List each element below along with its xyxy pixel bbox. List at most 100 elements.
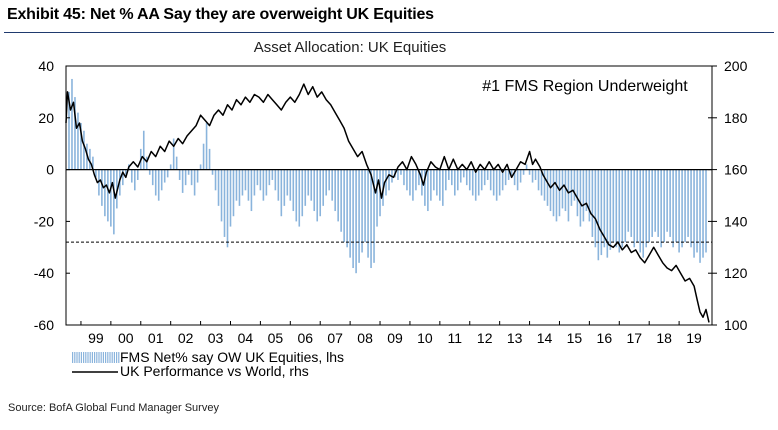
- bar: [582, 169, 585, 222]
- bar: [465, 169, 468, 186]
- bar: [280, 169, 283, 217]
- bar: [690, 169, 692, 248]
- bar: [459, 169, 462, 183]
- bar: [522, 169, 525, 175]
- bar: [74, 97, 76, 170]
- bar: [110, 169, 112, 227]
- bar: [537, 169, 540, 191]
- bar: [486, 169, 489, 180]
- bar: [253, 169, 256, 196]
- bar: [636, 169, 639, 243]
- bar: [696, 169, 698, 253]
- bar: [68, 91, 70, 170]
- bar: [166, 169, 169, 178]
- bar: [304, 169, 307, 206]
- right-tick-label: 180: [724, 110, 748, 126]
- bar: [531, 169, 534, 183]
- x-tick-label: 17: [626, 330, 642, 346]
- bar: [591, 169, 594, 237]
- bar: [483, 169, 486, 186]
- x-tick-label: 15: [567, 330, 583, 346]
- bar: [439, 169, 441, 201]
- x-tick-label: 99: [88, 330, 104, 346]
- x-tick-label: 05: [268, 330, 284, 346]
- bar: [193, 169, 196, 196]
- x-tick-label: 04: [238, 330, 254, 346]
- bar: [684, 169, 686, 243]
- legend-bar-swatch-stripe: [80, 352, 82, 363]
- bar: [184, 169, 187, 186]
- bar: [229, 169, 232, 227]
- bar: [400, 169, 402, 175]
- bar: [202, 143, 205, 170]
- bar: [235, 169, 238, 201]
- bar: [430, 169, 432, 201]
- bar: [639, 169, 642, 253]
- legend-bar-swatch-stripe: [111, 352, 113, 363]
- legend-bar-swatch-stripe: [94, 352, 96, 363]
- bar: [367, 169, 369, 258]
- left-tick-label: 20: [38, 110, 54, 126]
- legend-bar-swatch-stripe: [96, 352, 98, 363]
- bar: [660, 169, 662, 248]
- bar: [101, 169, 103, 206]
- legend-bar-swatch-stripe: [100, 352, 102, 363]
- bar: [570, 169, 573, 206]
- legend-bar-swatch-stripe: [118, 352, 120, 363]
- x-tick-label: 14: [537, 330, 553, 346]
- bar: [83, 130, 85, 170]
- x-tick-label: 16: [597, 330, 613, 346]
- chart: Asset Allocation: UK Equities 40200-20-4…: [34, 39, 748, 379]
- legend-bar-swatch-stripe: [83, 352, 85, 363]
- bar: [543, 169, 546, 201]
- line-series: [65, 83, 710, 323]
- title-rule: [4, 32, 774, 33]
- bar: [621, 169, 624, 248]
- bar: [606, 169, 609, 258]
- bar: [388, 169, 390, 191]
- legend-label-bars: FMS Net% say OW UK Equities, lhs: [120, 349, 344, 365]
- bar: [436, 169, 438, 196]
- legend-bar-swatch-stripe: [116, 352, 118, 363]
- bar: [313, 169, 316, 212]
- bar: [89, 148, 91, 170]
- bar: [271, 169, 274, 180]
- x-tick-label: 02: [178, 330, 194, 346]
- bar: [241, 169, 244, 196]
- bar: [409, 169, 411, 196]
- bar: [448, 169, 450, 180]
- bar: [122, 169, 124, 186]
- bar: [612, 169, 615, 243]
- right-tick-label: 160: [724, 162, 748, 178]
- bar: [699, 169, 701, 263]
- legend-bar-swatch-stripe: [107, 352, 109, 363]
- bar: [181, 169, 184, 193]
- legend-bar-swatch-stripe: [91, 352, 93, 363]
- bar: [669, 169, 671, 237]
- bar: [133, 169, 136, 191]
- bar: [567, 169, 570, 222]
- bar: [546, 169, 549, 206]
- x-tick-label: 12: [477, 330, 493, 346]
- right-tick-label: 140: [724, 213, 748, 229]
- bar: [187, 169, 190, 175]
- legend-bar-swatch-stripe: [78, 352, 80, 363]
- bar: [160, 169, 163, 191]
- bar: [125, 169, 127, 175]
- bar: [104, 169, 106, 217]
- bar: [477, 169, 480, 196]
- bar: [525, 164, 528, 170]
- bar: [334, 169, 336, 212]
- bar: [549, 169, 552, 212]
- bar: [406, 169, 408, 191]
- bar: [289, 169, 292, 201]
- x-tick-label: 19: [686, 330, 702, 346]
- bar: [492, 169, 495, 196]
- bar: [564, 169, 567, 212]
- bar: [678, 169, 680, 253]
- bar: [588, 169, 591, 222]
- bar: [528, 169, 531, 175]
- left-tick-label: -20: [34, 213, 54, 229]
- bar: [456, 169, 459, 191]
